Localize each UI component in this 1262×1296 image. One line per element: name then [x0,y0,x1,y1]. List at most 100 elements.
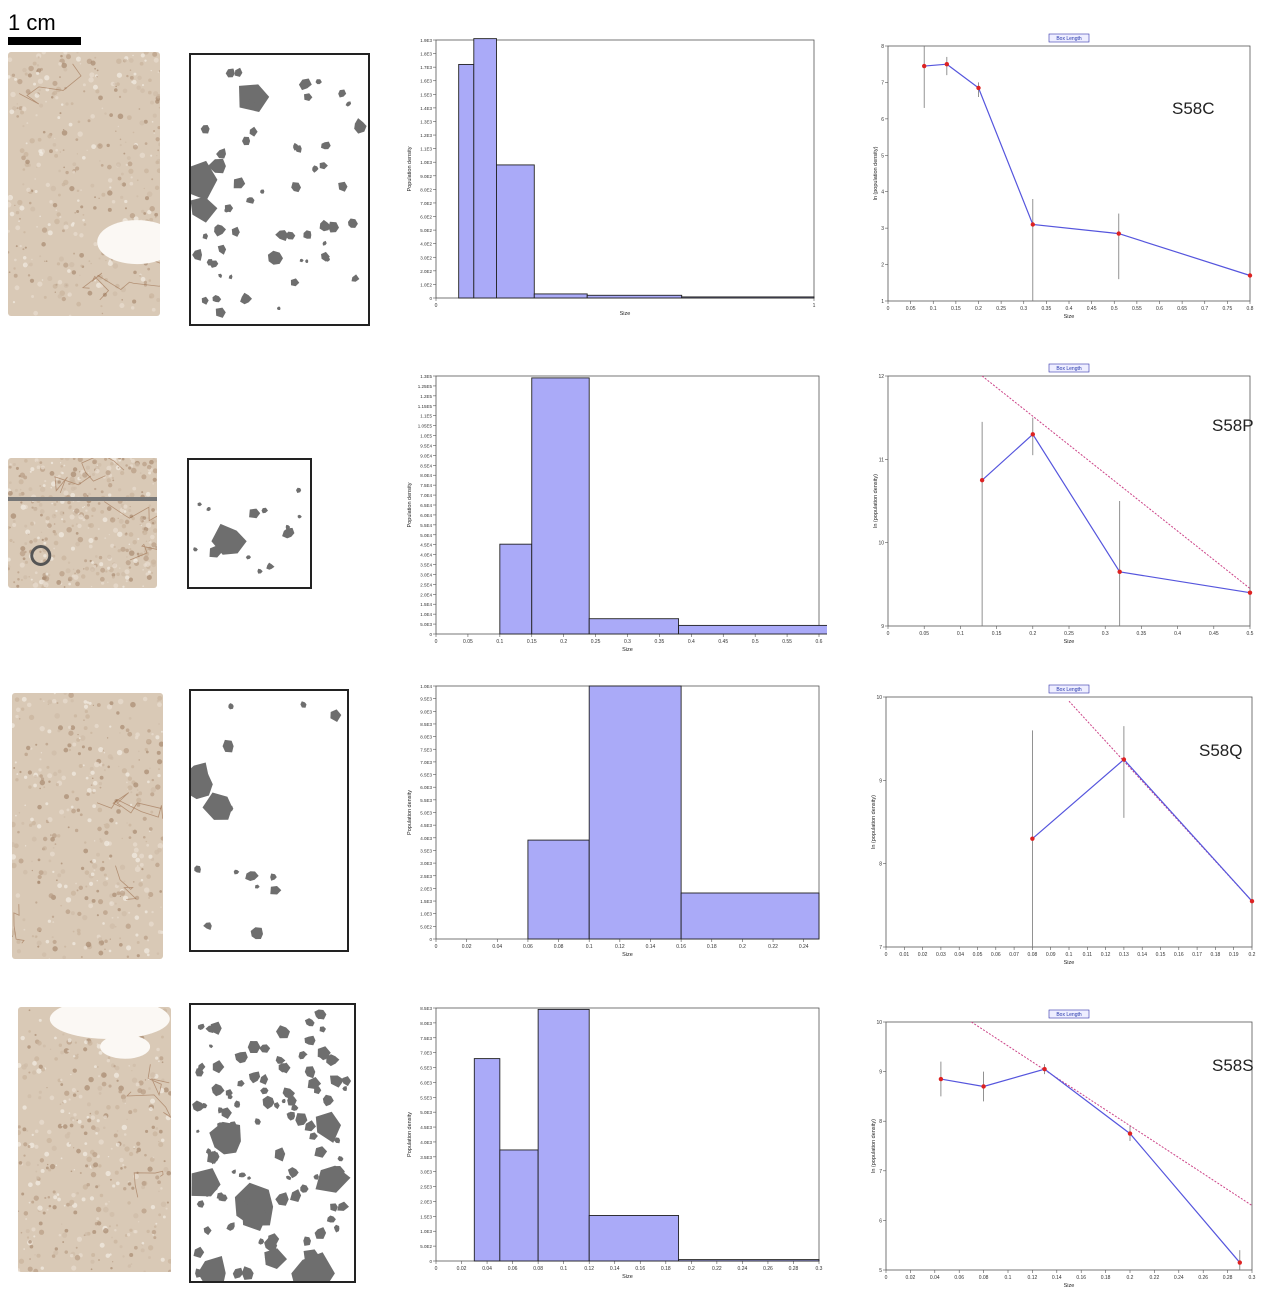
photo-speckle [76,209,80,213]
x-tick-labels: 0 0.05 0.1 0.15 0.2 0.25 0.3 0.35 0.4 0.45 0.5 0.55… [435,634,823,645]
photo-speckle [115,1224,119,1227]
photo-speckle [62,1241,65,1244]
photo-speckle [34,458,39,463]
photo-speckle [85,776,89,780]
y-tick-label: 1.2E3 [420,133,432,138]
photo-speckle [90,1115,96,1120]
grain [330,1075,345,1088]
photo-speckle [59,571,65,577]
photo-vein [129,543,157,561]
y-tick-label: 6.0E3 [420,1080,432,1085]
photo-speckle [115,162,121,168]
photo-speckle [122,1144,126,1147]
grain [269,1247,278,1256]
photo-speckle [94,1110,99,1115]
y-tick-label: 1.5E4 [420,602,432,607]
sample-label-s58q: S58Q [1199,741,1243,760]
grain [274,1147,286,1162]
photo-speckle [58,531,65,538]
x-tick-label: 0.35 [1042,306,1052,312]
photo-speckle [90,114,95,119]
x-tick-label: 0.18 [1101,1275,1111,1281]
photo-speckle [84,1142,88,1146]
photo-speckle [63,816,66,818]
photo-speckle [28,1240,32,1244]
photo-speckle [144,561,151,567]
photo-speckle [64,1250,68,1254]
photo-speckle [38,1221,43,1226]
photo-speckle [86,1156,92,1163]
photo-speckle [94,56,97,59]
photo-speckle [130,791,133,794]
photo-speckle [51,513,57,519]
x-tick-label: 0.2 [739,944,746,950]
y-tick-label: 1.05E5 [418,424,433,429]
legend-label: Box Length [1056,366,1082,372]
photo-speckle [54,1036,57,1040]
photo-speckle [99,283,104,288]
photo-speckle [71,1087,77,1093]
grain [319,1026,326,1033]
photo-speckle [105,1253,111,1258]
photo-speckle [109,818,114,823]
photo-speckle [163,1160,166,1163]
photo-speckle [110,260,112,263]
plot-frame [435,375,820,635]
photo-speckle [153,91,159,97]
photo-speckle [151,571,154,574]
y-tick-label: 1.5E3 [420,899,432,904]
histogram-bar [586,294,683,299]
photo-speckle [31,935,35,938]
y-tick-label: 6.5E3 [420,773,432,778]
photo-speckle [43,786,46,789]
photo-speckle [110,543,115,548]
photo-speckle [158,142,160,147]
histogram-bars [527,685,820,940]
photo-speckle [61,1124,63,1126]
photo-speckle [47,523,52,528]
photo-speckle [40,777,45,781]
photo-speckle [44,1151,50,1157]
photo-speckle [71,1192,76,1198]
photo-speckle [14,285,20,291]
data-point [1116,231,1121,236]
photo-speckle [123,1133,127,1136]
grain [234,67,243,77]
y-tick-label: 6 [881,117,884,123]
grain [227,1121,237,1131]
photo-speckle [107,178,113,183]
photo-speckle [121,1098,126,1103]
photo-speckle [68,1112,71,1115]
photo-speckle [77,458,83,463]
photo-speckle [69,1123,74,1128]
photo-speckle [133,1245,138,1250]
photo-speckle [83,848,89,854]
grain [212,1060,225,1074]
photo-speckle [82,213,85,216]
y-tick-label: 0 [429,1259,432,1264]
photo-speckle [34,178,37,180]
y-tick-label: 4.0E3 [420,836,432,841]
photo-speckle [133,782,139,788]
photo-speckle [86,1102,91,1107]
photo-speckle [37,874,42,880]
photo-speckle [125,728,130,733]
x-tick-labels: 0 0.05 0.1 0.15 0.2 0.25 0.3 0.35 0.4 0.45 0.5 [887,626,1254,637]
grain [276,1025,290,1039]
photo-speckle [160,836,163,841]
photo-speckle [60,103,64,106]
photo-speckle [31,820,36,826]
grain [228,703,234,710]
grain [209,545,222,558]
photo-speckle [117,698,124,705]
grain [275,230,289,241]
photo-speckle [36,71,40,75]
y-tick-label: 8.0E3 [420,1021,432,1026]
photo-speckle [120,546,126,552]
photo-speckle [135,793,139,797]
photo-speckle [101,860,105,864]
y-tick-label: 9.0E2 [420,174,432,179]
photo-speckle [99,562,104,567]
photo-speckle [75,541,80,547]
y-tick-label: 5 [879,1268,882,1274]
